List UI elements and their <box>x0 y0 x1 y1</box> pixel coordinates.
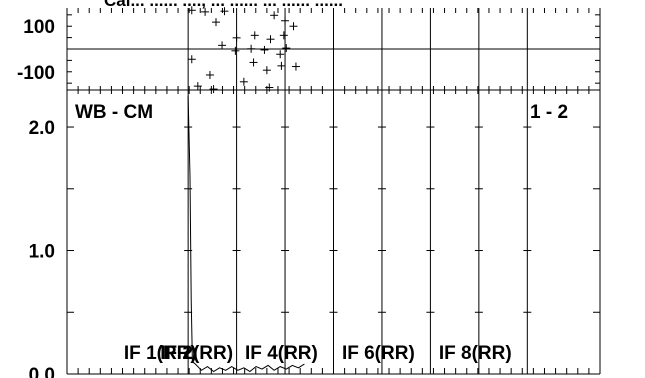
phase-point <box>232 33 241 42</box>
phase-point <box>205 70 214 79</box>
phase-tick-label: -100 <box>17 63 55 84</box>
phase-point <box>276 50 285 59</box>
amplitude-title: WB - CM <box>75 102 153 123</box>
phase-point <box>282 44 291 53</box>
phase-point <box>277 61 286 70</box>
phase-point <box>220 7 229 16</box>
if-label: IF 6(RR) <box>342 343 415 364</box>
phase-point <box>266 35 275 44</box>
phase-point <box>187 6 196 15</box>
phase-point <box>193 82 202 91</box>
header-title-fragment: Cal... ...... ...., ... ...... ... .....… <box>104 0 343 10</box>
phase-tick-labels: 100 -100 <box>17 17 55 84</box>
phase-point <box>201 7 210 16</box>
if-label: IF 1(RR) <box>124 343 197 364</box>
phase-point <box>249 58 258 67</box>
phase-point <box>209 85 218 94</box>
if-label: IF 2(RR) <box>160 343 233 364</box>
phase-point <box>211 18 220 27</box>
amplitude-tick-label: 1.0 <box>29 242 55 263</box>
phase-point <box>231 46 240 55</box>
amplitude-annotations: WB - CM 1 - 2 IF 1(RR)IF 2(RR) IF 4(RR) IF 6… <box>75 102 568 364</box>
phase-point <box>262 66 271 75</box>
amplitude-series <box>187 96 305 373</box>
phase-point <box>218 41 227 50</box>
phase-point <box>289 22 298 31</box>
baseline-label: 1 - 2 <box>530 102 568 123</box>
if-label: IF 8(RR) <box>439 343 512 364</box>
phase-point <box>250 31 259 40</box>
amplitude-tick-label: 2.0 <box>29 118 55 139</box>
if-label: IF 4(RR) <box>245 343 318 364</box>
phase-point <box>260 45 269 54</box>
amplitude-tick-labels: 0.0 1.0 2.0 <box>29 118 55 378</box>
phase-point <box>279 31 288 40</box>
phase-point <box>291 62 300 71</box>
phase-point <box>239 77 248 86</box>
amplitude-tick-label: 0.0 <box>29 365 55 378</box>
amplitude-line <box>187 96 305 373</box>
phase-point <box>247 44 256 53</box>
axis-ticks <box>66 8 601 375</box>
phase-tick-label: 100 <box>23 17 55 38</box>
phase-point <box>265 83 274 92</box>
phase-scatter-points <box>187 6 300 94</box>
phase-point <box>281 16 290 25</box>
phase-point <box>270 11 279 20</box>
phase-point <box>187 55 196 64</box>
